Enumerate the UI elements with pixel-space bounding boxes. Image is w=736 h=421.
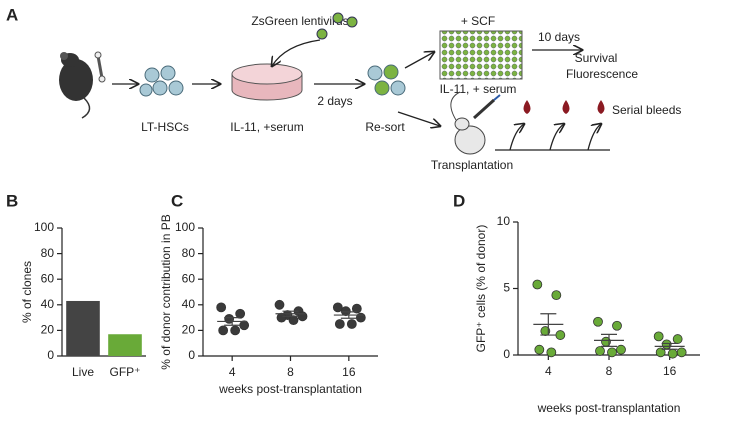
dot (532, 279, 543, 290)
dot (672, 334, 683, 344)
arrow (509, 124, 524, 151)
cells (367, 64, 406, 96)
dot (332, 302, 343, 313)
x-tick-label: GFP⁺ (109, 365, 140, 379)
panel-label: B (6, 191, 18, 210)
y-tick-label: 100 (34, 220, 54, 234)
error-bar (282, 310, 299, 317)
x-axis-label: weeks post-transplantation (537, 401, 681, 415)
dot (218, 325, 229, 336)
y-tick-label: 5 (503, 281, 510, 295)
x-tick-label: 16 (663, 364, 677, 378)
y-tick-label: 40 (182, 297, 196, 311)
dot (230, 325, 241, 336)
label: LT-HSCs (141, 120, 189, 134)
x-axis-label: weeks post-transplantation (218, 382, 362, 396)
label: IL-11, +serum (230, 120, 303, 134)
dot (334, 319, 345, 329)
x-tick-label: 4 (229, 365, 236, 379)
bar (66, 300, 100, 356)
panel-label: A (6, 5, 18, 24)
recipient-mouse (450, 91, 501, 155)
x-tick-label: 8 (606, 364, 613, 378)
arrow (397, 111, 440, 126)
dot (612, 320, 622, 331)
blood-drop (523, 100, 605, 114)
dot (551, 290, 562, 301)
error-bar (540, 313, 557, 336)
y-tick-label: 20 (182, 323, 196, 337)
x-tick-label: 8 (287, 365, 294, 379)
y-axis-label: GFP⁺ cells (% of donor) (474, 225, 488, 353)
x-tick-label: 16 (342, 365, 356, 379)
panel-label: D (453, 191, 465, 210)
dish (231, 63, 303, 101)
dot (555, 330, 566, 340)
y-axis-label: % of donor contribution in PB (159, 214, 173, 369)
dot (667, 348, 678, 359)
dot (351, 303, 362, 314)
dot (676, 347, 687, 358)
y-tick-label: 0 (188, 348, 195, 362)
arrow (404, 52, 434, 69)
error-bar (601, 333, 617, 347)
y-tick-label: 80 (182, 246, 196, 260)
dot (655, 347, 666, 358)
plate (439, 30, 523, 80)
error-bar (224, 317, 241, 326)
y-tick-label: 40 (41, 297, 55, 311)
error-bar (661, 342, 678, 350)
dot (607, 347, 617, 358)
dot (274, 299, 285, 310)
dot (288, 315, 299, 326)
label: ZsGreen lentivirus (251, 14, 348, 28)
label: 10 days (538, 30, 580, 44)
x-tick-label: 4 (545, 364, 552, 378)
dot (216, 302, 227, 313)
error-bar (340, 311, 357, 319)
dot (346, 319, 357, 329)
label: Serial bleeds (612, 103, 681, 117)
dot (276, 312, 287, 323)
label: + SCF (461, 14, 495, 28)
y-tick-label: 0 (47, 348, 54, 362)
y-tick-label: 0 (503, 347, 510, 361)
panel-label: C (171, 191, 183, 210)
dot (595, 346, 605, 356)
y-axis-label: % of clones (20, 261, 34, 323)
cells (139, 65, 184, 97)
label: Survival (575, 51, 618, 65)
y-tick-label: 10 (497, 214, 511, 228)
label: IL-11, + serum (440, 82, 517, 96)
arrow (587, 124, 601, 151)
virus (316, 12, 358, 40)
y-tick-label: 60 (41, 271, 55, 285)
bar (108, 334, 142, 356)
y-tick-label: 100 (175, 220, 195, 234)
dot (235, 308, 246, 319)
label: 2 days (317, 94, 352, 108)
y-tick-label: 60 (182, 271, 196, 285)
dot (534, 344, 545, 355)
y-tick-label: 20 (41, 323, 55, 337)
dot (340, 306, 351, 317)
dot (616, 344, 626, 355)
dot (593, 316, 603, 327)
label: Fluorescence (566, 67, 638, 81)
x-tick-label: Live (72, 365, 94, 379)
dot (653, 331, 664, 342)
label: Re-sort (365, 120, 405, 134)
label: Transplantation (431, 158, 513, 172)
y-tick-label: 80 (41, 246, 55, 260)
dot (546, 347, 557, 358)
dot (239, 320, 250, 331)
arrow (272, 39, 321, 66)
mouse (59, 51, 106, 119)
arrow (549, 124, 564, 151)
